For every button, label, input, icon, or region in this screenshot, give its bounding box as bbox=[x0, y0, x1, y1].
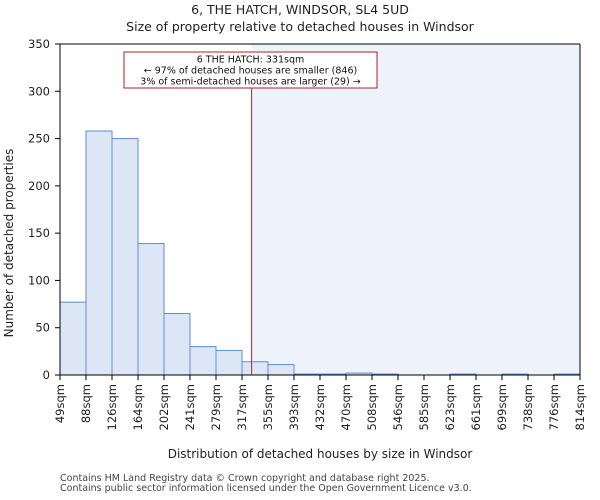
footer: Contains HM Land Registry data © Crown c… bbox=[60, 474, 472, 494]
x-tick-label: 546sqm bbox=[391, 384, 405, 430]
x-tick-label: 470sqm bbox=[339, 384, 353, 430]
x-tick-label: 126sqm bbox=[105, 384, 119, 430]
bar bbox=[59, 301, 87, 376]
chart-title: 6, THE HATCH, WINDSOR, SL4 5UD bbox=[191, 2, 409, 17]
y-tick-label: 50 bbox=[35, 321, 50, 335]
x-tick-label: 355sqm bbox=[261, 384, 275, 430]
bar bbox=[111, 138, 139, 376]
x-axis-label: Distribution of detached houses by size … bbox=[168, 447, 473, 461]
bar bbox=[137, 243, 165, 376]
x-tick-label: 738sqm bbox=[521, 384, 535, 430]
annotation-box bbox=[123, 51, 378, 89]
x-tick-label: 202sqm bbox=[157, 384, 171, 430]
x-tick-label: 88sqm bbox=[79, 384, 93, 423]
y-tick-label: 350 bbox=[28, 37, 50, 51]
x-tick-label: 432sqm bbox=[313, 384, 327, 430]
x-tick-label: 585sqm bbox=[417, 384, 431, 430]
x-tick-label: 279sqm bbox=[209, 384, 223, 430]
x-tick-label: 164sqm bbox=[131, 384, 145, 430]
footer-line-1: Contains HM Land Registry data © Crown c… bbox=[60, 473, 430, 484]
plot-area: 0 50 100 150 200 250 300 350 49sqm 88sqm 126sqm 164… bbox=[28, 37, 587, 430]
bar bbox=[163, 313, 191, 376]
y-tick-label: 250 bbox=[28, 132, 50, 146]
x-tick-label: 699sqm bbox=[495, 384, 509, 430]
x-tick-label: 623sqm bbox=[443, 384, 457, 430]
annotation-line-3: 3% of semi-detached houses are larger (2… bbox=[140, 77, 360, 88]
x-tick-label: 317sqm bbox=[235, 384, 249, 430]
y-tick-label: 150 bbox=[28, 226, 50, 240]
bar bbox=[215, 349, 243, 376]
y-tick-label: 100 bbox=[28, 273, 50, 287]
y-tick-label: 0 bbox=[43, 368, 50, 382]
bar bbox=[267, 364, 295, 376]
x-tick-label: 241sqm bbox=[183, 384, 197, 430]
x-tick-label: 393sqm bbox=[287, 384, 301, 430]
x-tick-label: 776sqm bbox=[547, 384, 561, 430]
x-tick-label: 814sqm bbox=[573, 384, 587, 430]
bar bbox=[85, 130, 113, 376]
footer-line-2: Contains public sector information licen… bbox=[60, 483, 472, 494]
bar bbox=[189, 346, 217, 376]
y-axis-label: Number of detached properties bbox=[2, 149, 16, 338]
shaded-region bbox=[251, 44, 580, 375]
annotation-line-2: ← 97% of detached houses are smaller (84… bbox=[144, 66, 357, 77]
bar bbox=[241, 361, 269, 376]
y-tick-label: 300 bbox=[28, 84, 50, 98]
x-tick-label: 661sqm bbox=[469, 384, 483, 430]
y-tick-label: 200 bbox=[28, 179, 50, 193]
x-tick-label: 49sqm bbox=[53, 384, 67, 423]
annotation-line-1: 6 THE HATCH: 331sqm bbox=[197, 55, 305, 66]
chart-subtitle: Size of property relative to detached ho… bbox=[126, 19, 474, 34]
x-tick-label: 508sqm bbox=[365, 384, 379, 430]
